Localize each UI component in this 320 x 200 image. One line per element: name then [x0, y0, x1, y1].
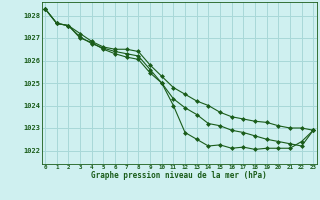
- X-axis label: Graphe pression niveau de la mer (hPa): Graphe pression niveau de la mer (hPa): [91, 171, 267, 180]
